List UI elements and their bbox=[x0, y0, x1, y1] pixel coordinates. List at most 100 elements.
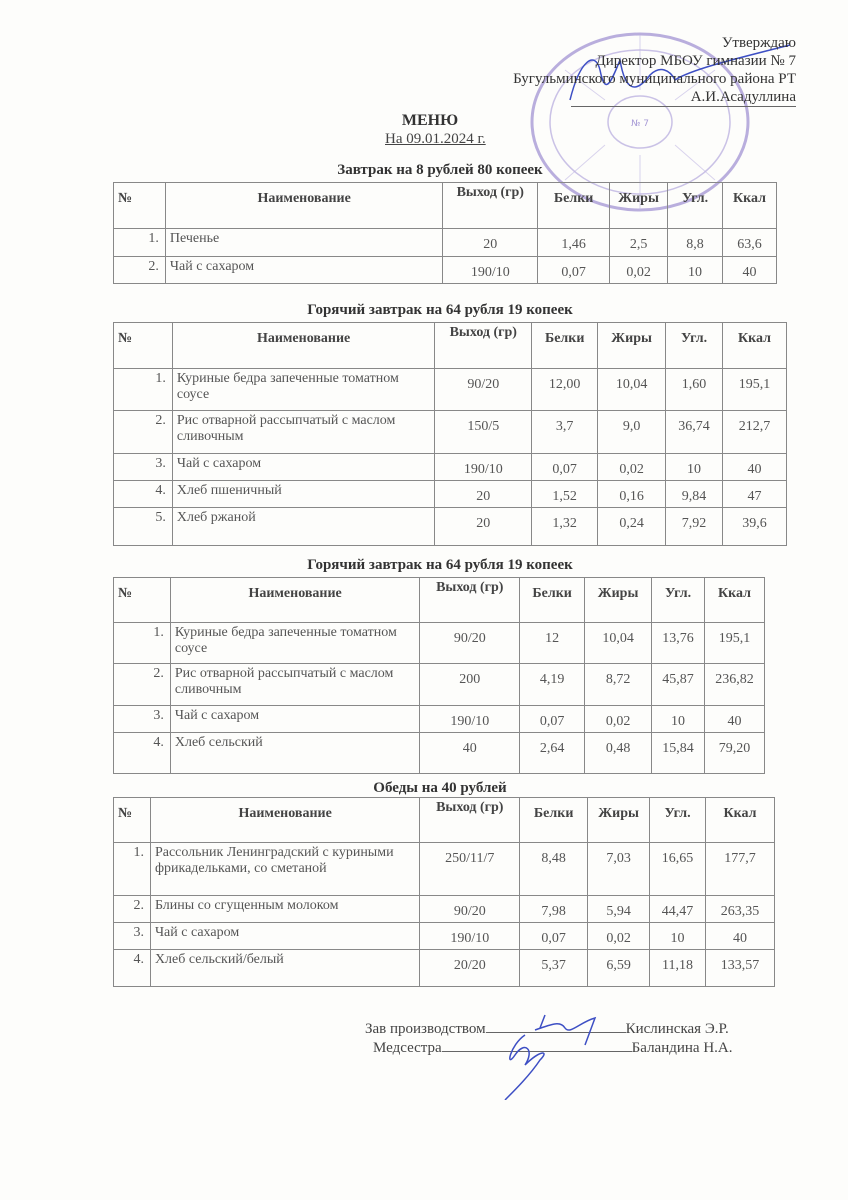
menu-table-lunch: № Наименование Выход (гр) Белки Жиры Угл. Ккал… bbox=[113, 797, 775, 987]
item-portion: 150/5 bbox=[434, 410, 533, 454]
item-name: Куриные бедра запеченные томатном соусе bbox=[169, 622, 421, 664]
column-header: Наименование bbox=[171, 322, 436, 369]
approval-line: А.И.Асадуллина bbox=[570, 88, 796, 107]
column-header: Выход (гр) bbox=[434, 322, 533, 369]
item-number: 1. bbox=[113, 368, 173, 411]
table-row: 4. Хлеб пшеничный 20 1,52 0,16 9,84 47 bbox=[113, 480, 787, 508]
table-row: 4. Хлеб сельский 40 2,64 0,48 15,84 79,20 bbox=[113, 732, 765, 774]
item-fat: 7,03 bbox=[587, 842, 651, 896]
item-kcal: 40 bbox=[704, 705, 765, 733]
column-header: Белки bbox=[537, 182, 611, 229]
item-protein: 12 bbox=[519, 622, 586, 664]
column-header: Наименование bbox=[164, 182, 444, 229]
approval-line: Директор МБОУ гимназии № 7 bbox=[595, 53, 796, 69]
item-fat: 0,02 bbox=[597, 453, 667, 481]
svg-text:№ 7: № 7 bbox=[631, 119, 649, 129]
column-header: Наименование bbox=[169, 577, 421, 623]
item-kcal: 63,6 bbox=[722, 228, 777, 257]
item-protein: 1,32 bbox=[531, 507, 599, 546]
item-name: Рассольник Ленинградский с куриными фрик… bbox=[149, 842, 421, 896]
signature-name: Баландина Н.А. bbox=[631, 1040, 733, 1056]
item-kcal: 133,57 bbox=[705, 949, 775, 987]
item-carbs: 36,74 bbox=[665, 410, 724, 454]
item-name: Хлеб сельский/белый bbox=[149, 949, 421, 987]
staff-signatures bbox=[504, 1014, 597, 1100]
item-name: Куриные бедра запеченные томатном соусе bbox=[171, 368, 436, 411]
item-carbs: 9,84 bbox=[665, 480, 724, 508]
item-protein: 8,48 bbox=[519, 842, 589, 896]
table-row: 3. Чай с сахаром 190/10 0,07 0,02 10 40 bbox=[113, 922, 775, 950]
item-carbs: 13,76 bbox=[651, 622, 705, 664]
table-row: 2. Рис отварной рассыпчатый с маслом слив… bbox=[113, 410, 787, 454]
table-header-row: № Наименование Выход (гр) Белки Жиры Угл. Ккал bbox=[113, 322, 787, 369]
item-portion: 190/10 bbox=[442, 256, 539, 284]
column-header: Выход (гр) bbox=[419, 797, 521, 843]
menu-date: На 09.01.2024 г. bbox=[385, 131, 486, 147]
column-header: Угл. bbox=[667, 182, 723, 229]
item-number: 4. bbox=[113, 732, 171, 774]
column-header: № bbox=[113, 322, 173, 369]
item-protein: 1,46 bbox=[537, 228, 611, 257]
item-fat: 0,16 bbox=[597, 480, 667, 508]
column-header: Ккал bbox=[722, 322, 787, 369]
item-kcal: 40 bbox=[722, 256, 777, 284]
item-portion: 190/10 bbox=[419, 705, 521, 733]
item-kcal: 40 bbox=[705, 922, 775, 950]
item-kcal: 177,7 bbox=[705, 842, 775, 896]
item-carbs: 7,92 bbox=[665, 507, 724, 546]
item-protein: 1,52 bbox=[531, 480, 599, 508]
column-header: Угл. bbox=[665, 322, 724, 369]
table-row: 1. Куриные бедра запеченные томатном соус… bbox=[113, 368, 787, 411]
item-protein: 3,7 bbox=[531, 410, 599, 454]
item-name: Чай с сахаром bbox=[149, 922, 421, 950]
item-portion: 90/20 bbox=[434, 368, 533, 411]
table-row: 5. Хлеб ржаной 20 1,32 0,24 7,92 39,6 bbox=[113, 507, 787, 546]
item-number: 1. bbox=[113, 842, 151, 896]
item-carbs: 8,8 bbox=[667, 228, 723, 257]
table-caption: Горячий завтрак на 64 рубля 19 копеек bbox=[307, 557, 573, 573]
item-portion: 40 bbox=[419, 732, 521, 774]
item-fat: 6,59 bbox=[587, 949, 651, 987]
item-protein: 5,37 bbox=[519, 949, 589, 987]
column-header: Угл. bbox=[651, 577, 705, 623]
item-kcal: 40 bbox=[722, 453, 787, 481]
item-portion: 20 bbox=[434, 480, 533, 508]
item-protein: 4,19 bbox=[519, 663, 586, 706]
column-header: Выход (гр) bbox=[419, 577, 521, 623]
item-number: 1. bbox=[113, 622, 171, 664]
item-carbs: 10 bbox=[667, 256, 723, 284]
table-row: 2. Рис отварной рассыпчатый с маслом слив… bbox=[113, 663, 765, 706]
item-fat: 0,02 bbox=[609, 256, 669, 284]
item-fat: 8,72 bbox=[584, 663, 653, 706]
item-fat: 0,24 bbox=[597, 507, 667, 546]
approval-line: Утверждаю bbox=[721, 35, 796, 51]
item-carbs: 1,60 bbox=[665, 368, 724, 411]
item-name: Рис отварной рассыпчатый с маслом сливоч… bbox=[171, 410, 436, 454]
menu-table-hot-breakfast-1: № Наименование Выход (гр) Белки Жиры Угл. Ккал… bbox=[113, 322, 787, 546]
item-name: Чай с сахаром bbox=[164, 256, 444, 284]
column-header: Жиры bbox=[609, 182, 669, 229]
column-header: Угл. bbox=[649, 797, 707, 843]
item-protein: 0,07 bbox=[519, 922, 589, 950]
item-name: Рис отварной рассыпчатый с маслом сливоч… bbox=[169, 663, 421, 706]
menu-table-hot-breakfast-2: № Наименование Выход (гр) Белки Жиры Угл. Ккал… bbox=[113, 577, 765, 774]
item-number: 2. bbox=[113, 256, 166, 284]
signature-block: Зав производством Кислинская Э.Р. Медсест… bbox=[365, 1020, 733, 1058]
column-header: Ккал bbox=[705, 797, 775, 843]
item-kcal: 236,82 bbox=[704, 663, 765, 706]
item-kcal: 263,35 bbox=[705, 895, 775, 923]
page-title: МЕНЮ bbox=[401, 112, 459, 129]
signature-role: Зав производством bbox=[365, 1021, 486, 1037]
column-header: № bbox=[113, 797, 151, 843]
item-number: 2. bbox=[113, 895, 151, 923]
item-carbs: 10 bbox=[649, 922, 707, 950]
item-protein: 2,64 bbox=[519, 732, 586, 774]
item-portion: 250/11/7 bbox=[419, 842, 521, 896]
item-carbs: 15,84 bbox=[651, 732, 705, 774]
item-name: Хлеб ржаной bbox=[171, 507, 436, 546]
column-header: Ккал bbox=[722, 182, 777, 229]
item-kcal: 212,7 bbox=[722, 410, 787, 454]
column-header: Жиры bbox=[584, 577, 653, 623]
item-name: Печенье bbox=[164, 228, 444, 257]
column-header: Белки bbox=[519, 577, 586, 623]
